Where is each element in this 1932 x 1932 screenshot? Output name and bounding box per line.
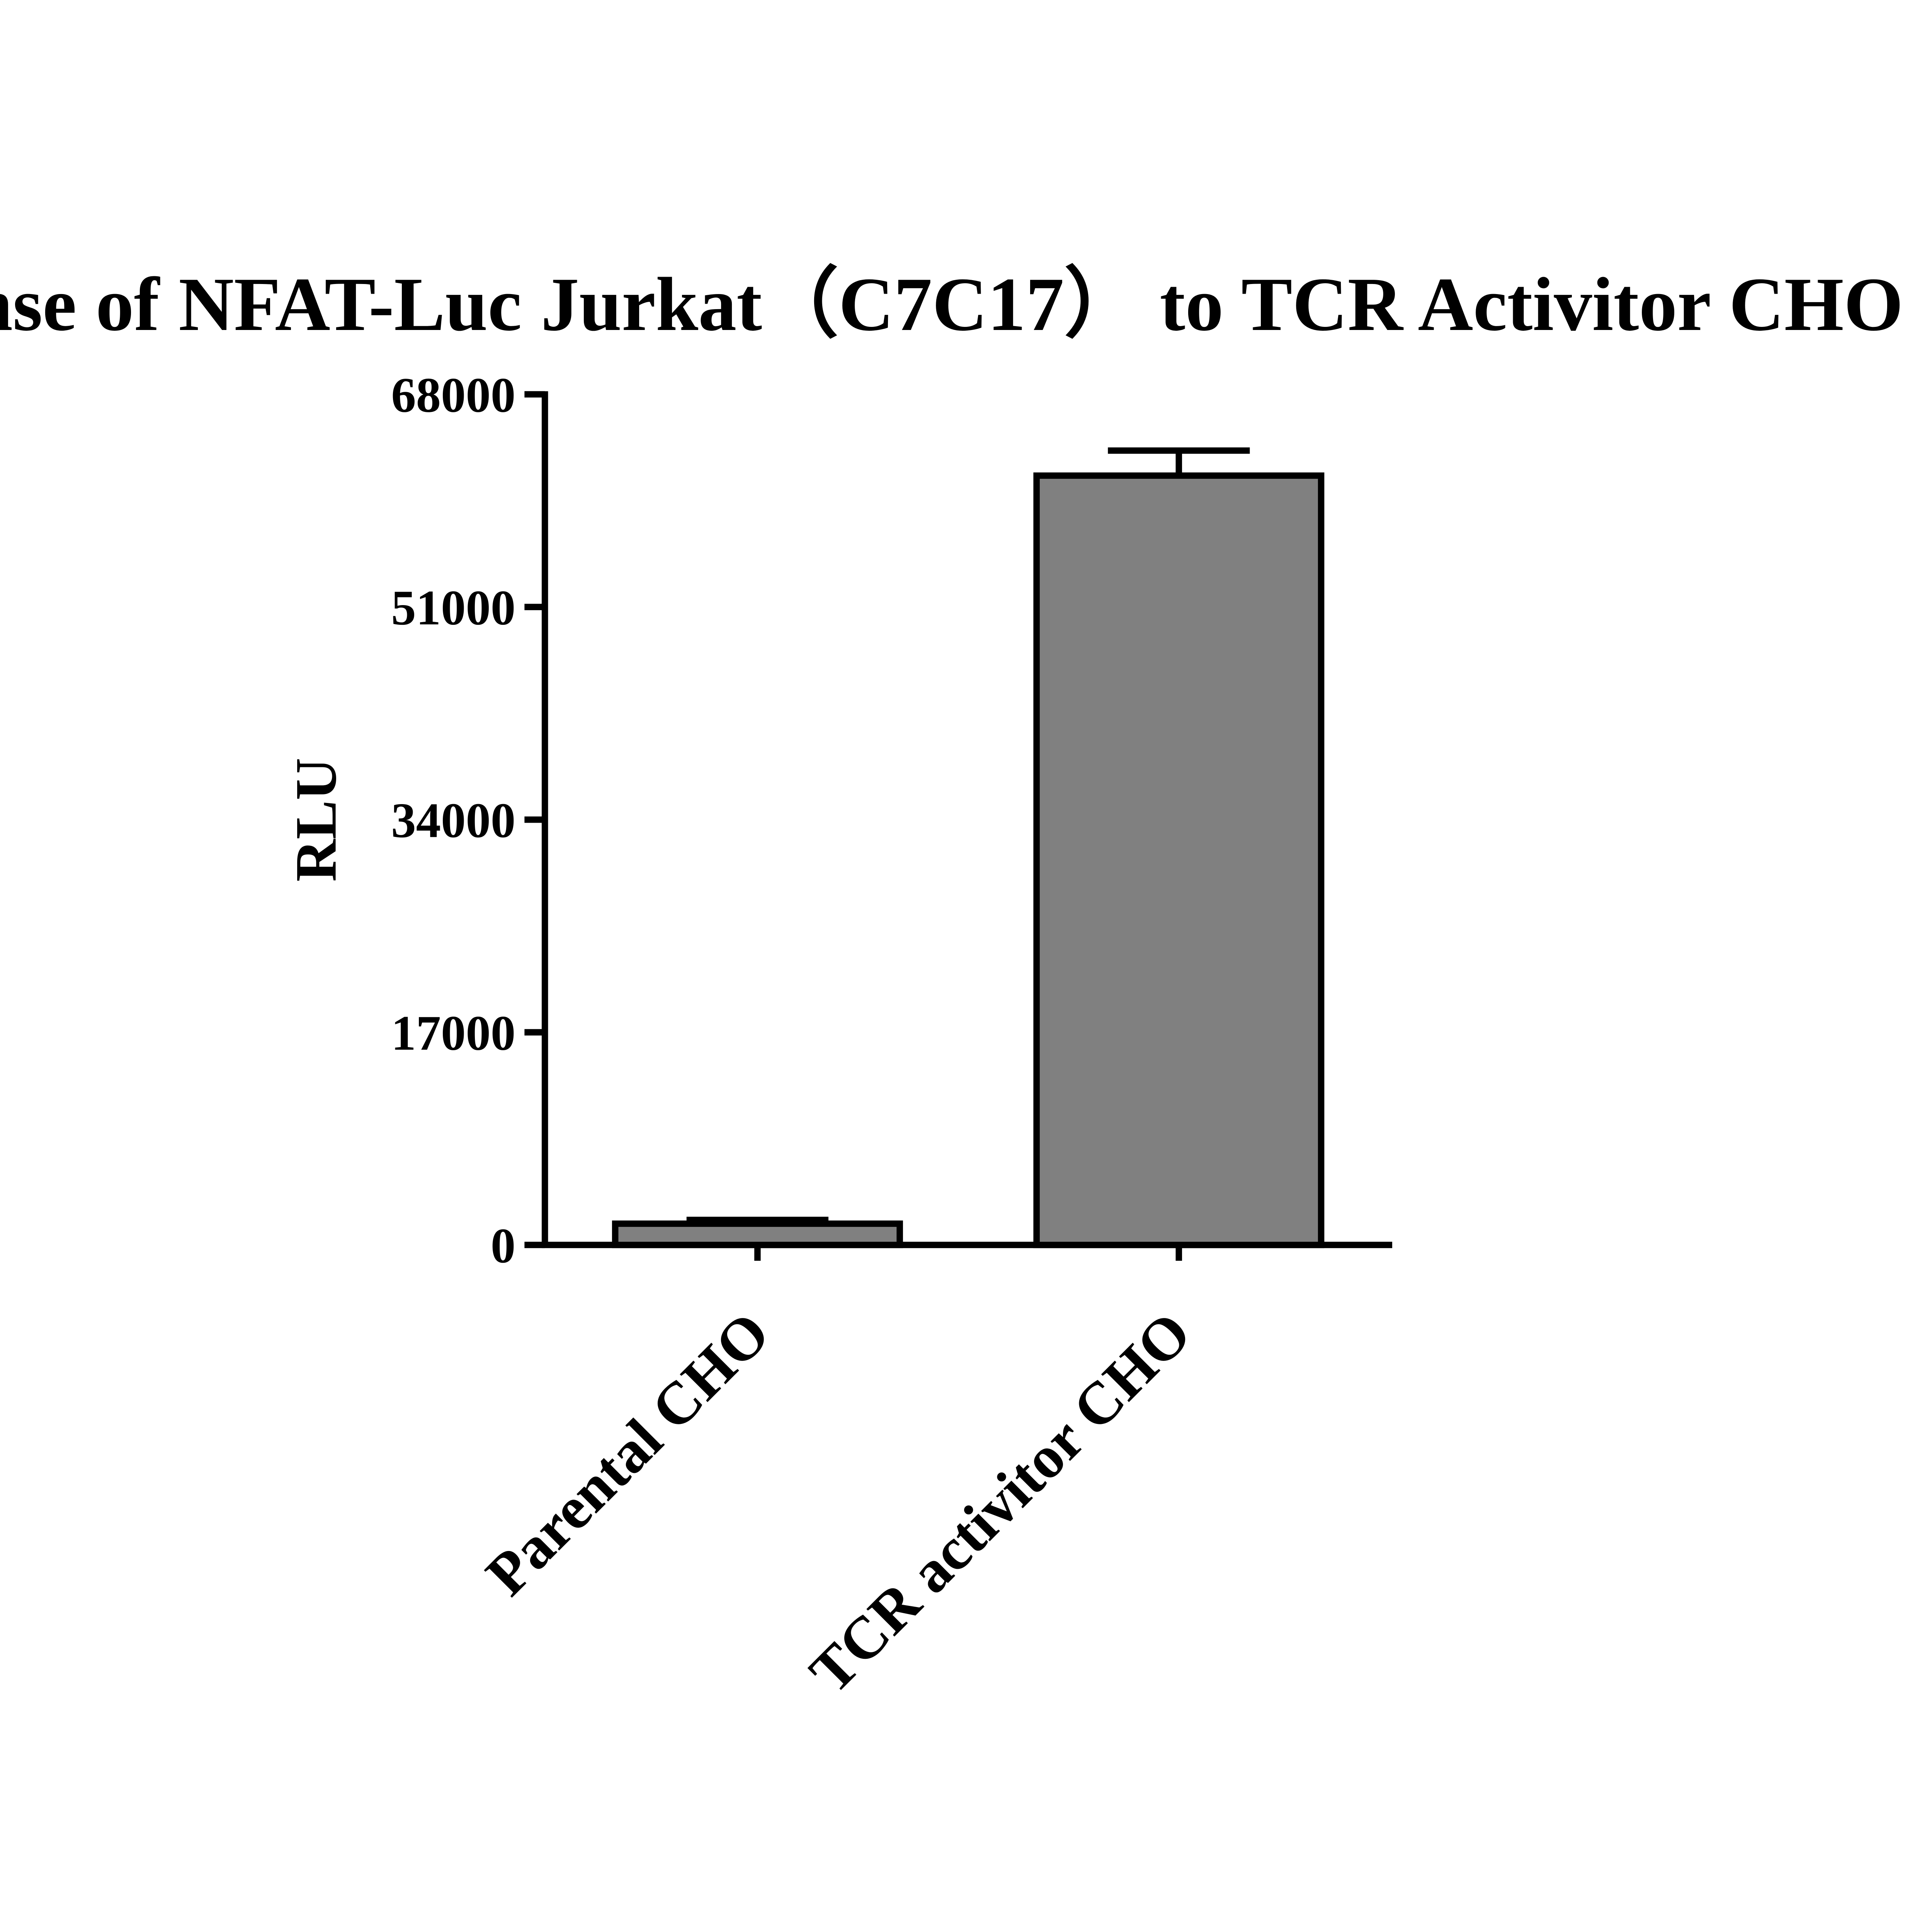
x-label-group: Parental CHO TCR activitor CHO [473, 1299, 1204, 1706]
chart-title: Response of NFAT-Luc Jurkat（C7C17） to TC… [0, 262, 1932, 347]
y-axis-label: RLU [284, 758, 349, 882]
y-tick-label: 51000 [391, 580, 515, 635]
x-category-label: TCR activitor CHO [797, 1299, 1203, 1706]
y-tick-label: 34000 [391, 793, 515, 848]
bar [612, 1220, 903, 1248]
bar-group [612, 447, 1325, 1261]
y-tick-label: 68000 [391, 367, 515, 423]
x-category-label: Parental CHO [473, 1299, 782, 1608]
y-tick-label: 0 [491, 1218, 515, 1273]
y-tick-label: 17000 [391, 1005, 515, 1061]
bar [1033, 472, 1325, 1248]
y-tick-group: 0 17000 34000 51000 68000 [391, 367, 545, 1273]
